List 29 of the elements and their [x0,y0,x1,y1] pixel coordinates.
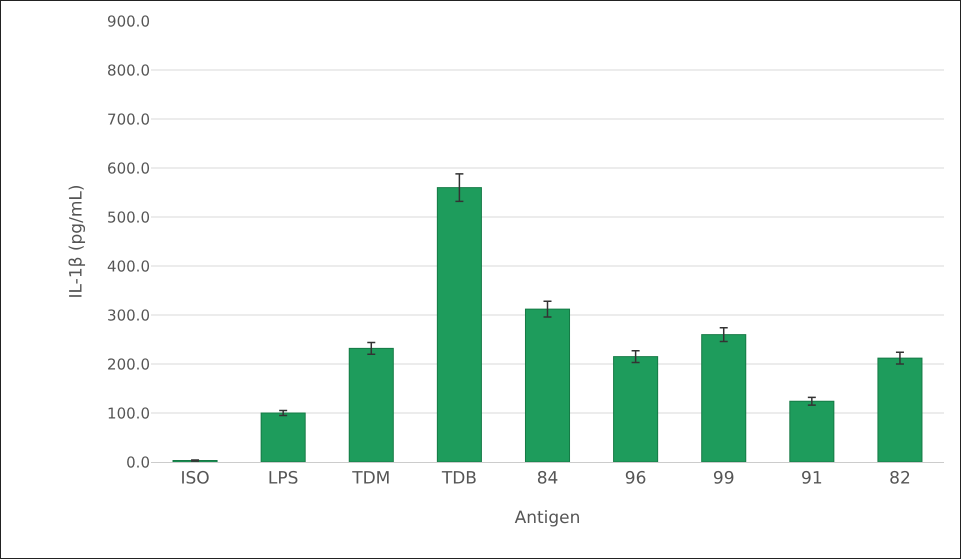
bar [613,356,658,462]
y-tick-label: 200.0 [107,355,150,374]
y-tick-label: 800.0 [107,61,150,80]
y-tick-label: 500.0 [107,208,150,226]
x-tick-label: ISO [180,468,210,488]
y-tick-label: 900.0 [107,12,150,30]
bar [789,400,834,462]
x-tick-label: 96 [624,468,646,488]
bar [436,187,482,462]
x-tick-label: 99 [712,468,735,488]
bar [260,412,306,462]
x-tick-label: 91 [801,468,823,488]
y-tick-label: 300.0 [107,306,150,324]
x-axis-title: Antigen [514,508,580,528]
x-tick-label: TDM [351,468,390,488]
bar [348,348,394,462]
y-tick-label: 100.0 [107,404,150,422]
bar [877,358,922,462]
x-tick-label: LPS [268,468,298,488]
bar [701,334,746,462]
y-axis-title: IL-1β (pg/mL) [66,184,87,298]
y-tick-label: 0.0 [126,453,150,472]
x-tick-label: 84 [536,468,558,488]
y-tick-label: 700.0 [107,110,150,128]
y-tick-label: 400.0 [107,257,150,276]
x-tick-label: TDB [440,468,477,488]
y-tick-label: 600.0 [107,159,150,178]
x-tick-label: 82 [889,468,911,488]
bar [524,308,570,462]
